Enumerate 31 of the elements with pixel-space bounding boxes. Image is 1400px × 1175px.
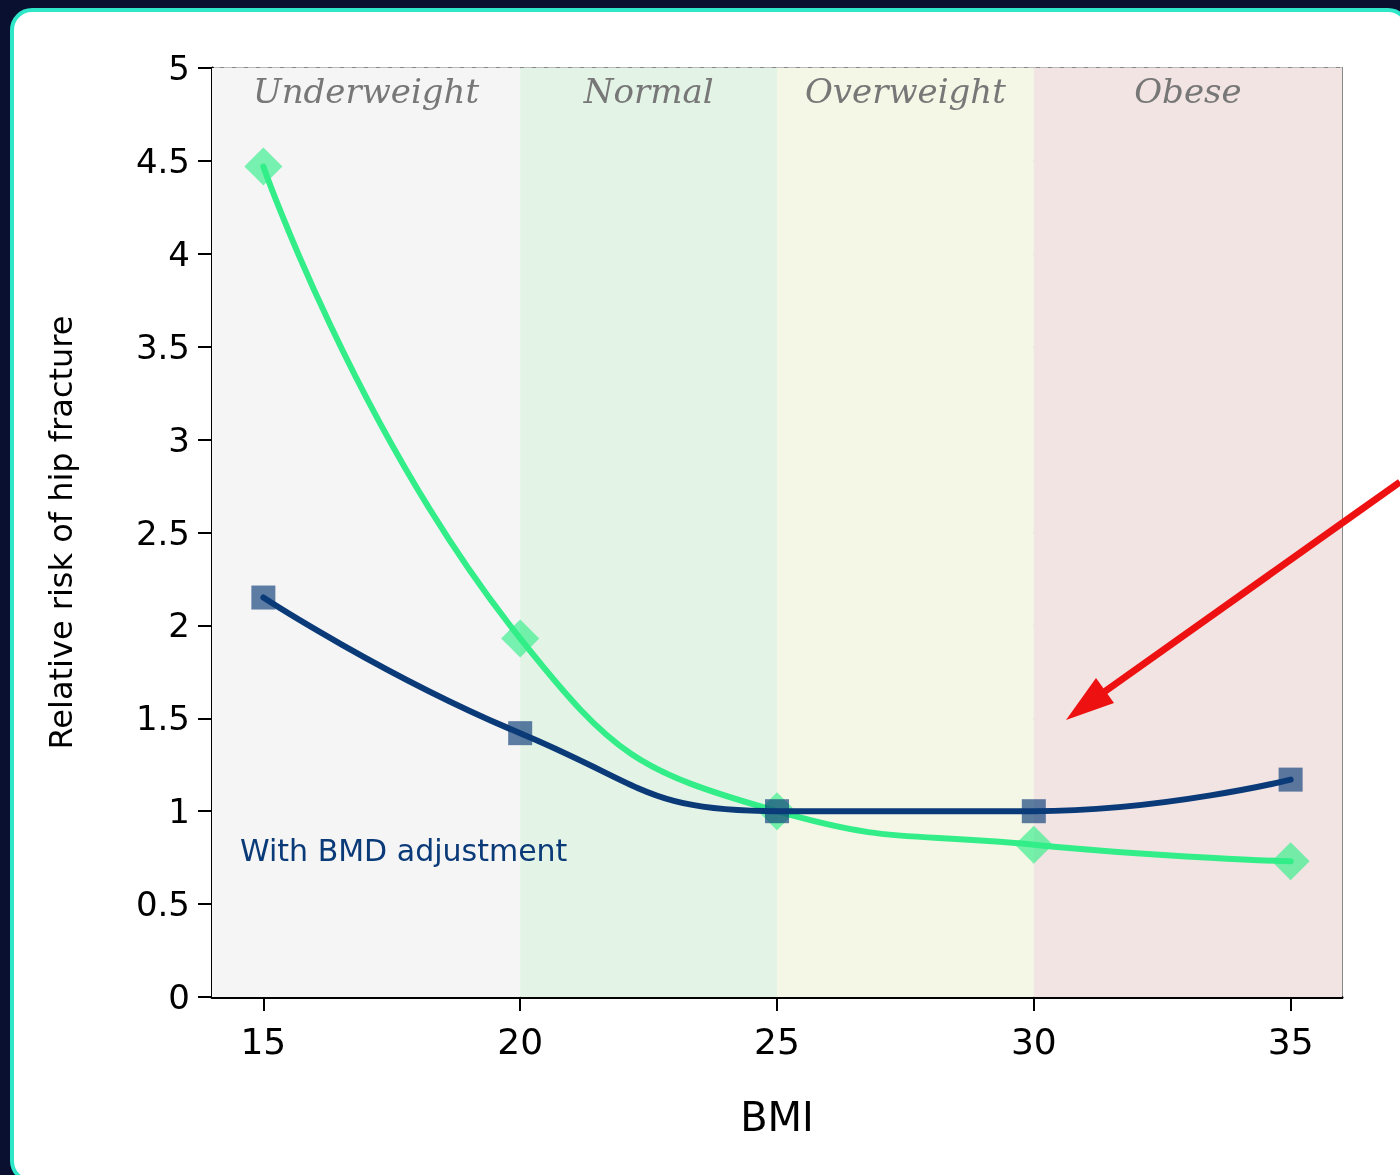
y-tick-label: 3 xyxy=(168,419,190,460)
y-tick-label: 1.5 xyxy=(135,698,190,739)
y-tick-label: 5 xyxy=(168,48,190,88)
point xyxy=(244,147,283,186)
y-tick-label: 0.5 xyxy=(135,884,190,925)
y-tick-label: 2.5 xyxy=(135,512,190,553)
point xyxy=(1014,825,1053,864)
x-axis-title: BMI xyxy=(740,1094,814,1140)
x-tick-label: 15 xyxy=(240,1020,287,1062)
y-tick-label: 4.5 xyxy=(135,140,190,181)
y-tick-label: 3.5 xyxy=(135,326,190,367)
band-label: Normal xyxy=(582,71,714,111)
point xyxy=(1271,842,1310,881)
band-label: Obese xyxy=(1134,71,1242,111)
band-label: Overweight xyxy=(804,71,1007,111)
y-tick-label: 4 xyxy=(168,233,190,274)
y-tick-label: 1 xyxy=(168,791,190,832)
x-tick-label: 35 xyxy=(1267,1020,1314,1062)
x-tick-label: 20 xyxy=(497,1020,544,1062)
y-axis-title: Relative risk of hip fracture xyxy=(42,315,80,750)
x-tick-label: 30 xyxy=(1010,1020,1057,1062)
point xyxy=(1021,799,1046,824)
text: With BMD adjustment xyxy=(240,832,568,868)
y-tick-label: 0 xyxy=(168,977,190,1017)
point xyxy=(251,585,276,610)
x-tick-label: 25 xyxy=(754,1020,800,1062)
y-tick-label: 2 xyxy=(168,605,190,646)
point xyxy=(501,619,540,658)
band-label: Underweight xyxy=(253,71,480,111)
point xyxy=(1278,767,1303,792)
point xyxy=(508,721,533,746)
